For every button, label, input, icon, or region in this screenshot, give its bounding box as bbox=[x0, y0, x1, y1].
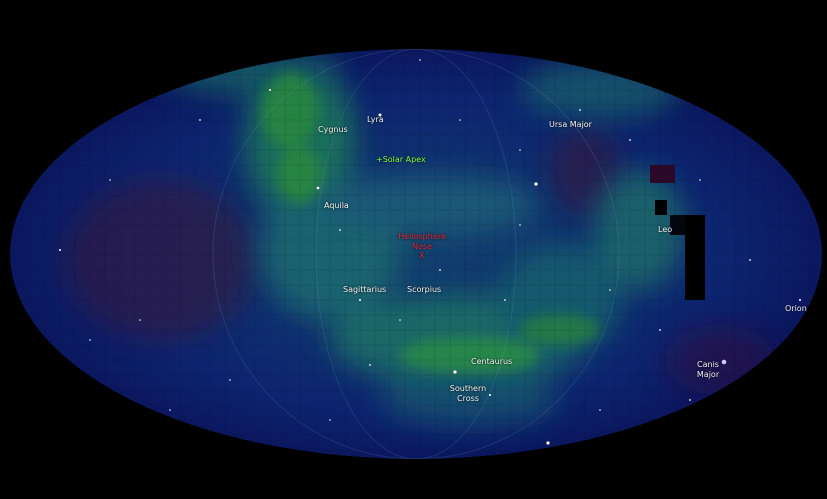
heliosphere-nose-marker: X bbox=[419, 251, 425, 260]
label-leo: Leo bbox=[658, 225, 673, 234]
label-solar-apex: +Solar Apex bbox=[376, 155, 426, 164]
label-aquila: Aquila bbox=[324, 201, 349, 210]
label-cygnus: Cygnus bbox=[318, 125, 348, 134]
label-lyra: Lyra bbox=[367, 115, 384, 124]
label-heliosphere-nose: Heliosphere Nose bbox=[398, 232, 446, 251]
label-scorpius: Scorpius bbox=[407, 285, 442, 294]
stars bbox=[59, 59, 801, 445]
label-orion: Orion bbox=[785, 304, 807, 313]
label-canis-major: Canis Major bbox=[696, 360, 720, 379]
label-ursa-major: Ursa Major bbox=[549, 120, 592, 129]
sky-map-data bbox=[10, 49, 822, 459]
label-sagittarius: Sagittarius bbox=[343, 285, 387, 294]
label-centaurus: Centaurus bbox=[471, 357, 513, 366]
label-southern-cross: Southern Cross bbox=[449, 384, 487, 403]
